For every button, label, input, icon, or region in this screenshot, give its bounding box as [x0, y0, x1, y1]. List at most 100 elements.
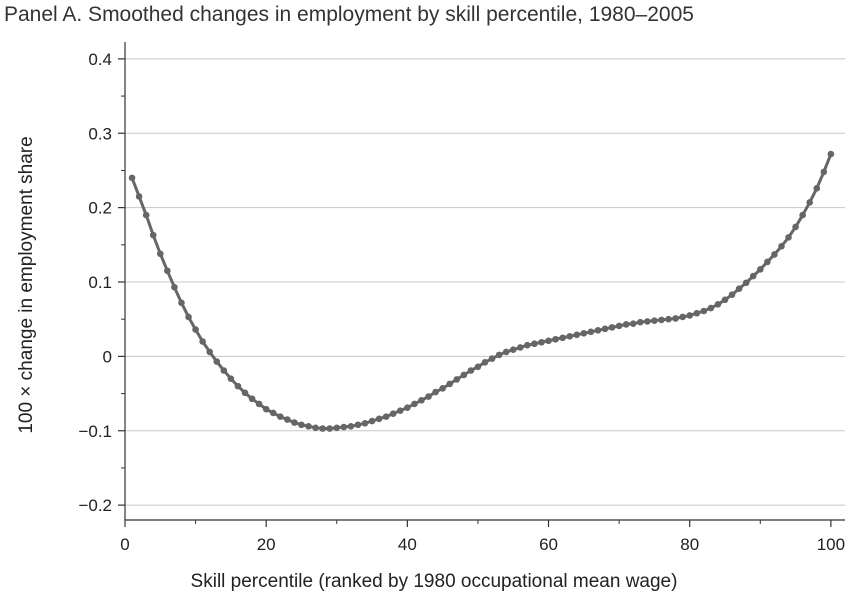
data-point-96 — [806, 199, 814, 206]
data-point-55 — [516, 344, 524, 351]
data-point-98 — [820, 168, 828, 176]
data-point-73 — [644, 318, 651, 325]
data-point-68 — [608, 324, 616, 331]
x-tick-label-4: 80 — [680, 535, 699, 554]
data-point-74 — [651, 317, 658, 324]
data-point-42 — [425, 393, 432, 400]
data-point-37 — [389, 410, 397, 417]
data-point-6 — [171, 283, 178, 291]
data-point-11 — [206, 348, 214, 356]
data-point-65 — [587, 328, 595, 336]
data-point-64 — [580, 330, 588, 337]
data-point-60 — [552, 335, 559, 343]
data-point-13 — [220, 367, 228, 374]
data-point-16 — [241, 389, 249, 397]
data-point-52 — [495, 351, 503, 359]
data-point-84 — [721, 296, 729, 304]
data-point-83 — [714, 301, 722, 308]
data-point-46 — [453, 376, 461, 383]
data-point-90 — [764, 258, 771, 266]
data-point-1 — [135, 193, 143, 200]
data-point-99 — [827, 150, 835, 158]
data-point-33 — [361, 420, 369, 427]
data-point-62 — [566, 332, 574, 340]
y-tick-label-4: 0.2 — [88, 199, 112, 218]
axes — [124, 42, 845, 521]
data-point-63 — [573, 331, 581, 339]
data-point-3 — [149, 231, 157, 239]
data-point-38 — [396, 407, 404, 414]
data-point-34 — [368, 417, 376, 425]
y-tick-label-1: −0.1 — [78, 422, 112, 441]
data-point-7 — [178, 299, 185, 307]
y-tick-label-2: 0 — [103, 347, 112, 366]
data-point-4 — [156, 250, 164, 258]
data-point-61 — [559, 334, 566, 342]
data-point-53 — [502, 348, 510, 356]
x-tick-label-1: 20 — [257, 535, 276, 554]
data-point-29 — [333, 424, 341, 432]
data-point-21 — [276, 413, 284, 420]
data-point-92 — [778, 243, 785, 250]
data-point-86 — [735, 285, 743, 292]
data-point-76 — [665, 315, 672, 323]
data-point-77 — [672, 315, 679, 322]
data-point-30 — [340, 423, 348, 431]
y-ticks: −0.2 −0.1 0 0.1 0.2 0.3 0.4 — [78, 50, 125, 515]
data-point-85 — [728, 291, 736, 298]
data-point-82 — [707, 304, 715, 312]
data-point-44 — [439, 385, 446, 392]
data-point-40 — [411, 400, 418, 408]
data-point-49 — [474, 363, 482, 371]
data-point-81 — [700, 307, 708, 315]
x-tick-label-0: 0 — [120, 535, 129, 554]
data-point-19 — [262, 405, 270, 413]
data-point-88 — [749, 272, 757, 280]
data-point-51 — [488, 355, 496, 362]
data-point-41 — [418, 396, 425, 404]
data-point-15 — [234, 382, 242, 390]
data-point-93 — [785, 234, 792, 241]
data-point-66 — [594, 327, 602, 334]
data-point-95 — [799, 211, 806, 219]
data-point-20 — [269, 409, 277, 417]
data-point-47 — [460, 371, 468, 379]
data-point-14 — [227, 375, 235, 382]
data-point-87 — [742, 279, 750, 287]
data-point-35 — [375, 415, 383, 423]
grid-lines — [125, 58, 845, 506]
data-point-67 — [601, 325, 609, 333]
data-point-18 — [255, 400, 263, 408]
series-line — [130, 153, 833, 431]
data-point-5 — [164, 267, 171, 275]
data-point-12 — [213, 358, 221, 365]
data-point-43 — [432, 388, 439, 396]
x-tick-label-3: 60 — [539, 535, 558, 554]
data-point-94 — [792, 223, 799, 231]
data-point-59 — [545, 337, 552, 345]
y-tick-label-0: −0.2 — [78, 496, 112, 515]
chart-title: Panel A. Smoothed changes in employment … — [4, 3, 694, 26]
data-point-0 — [128, 174, 136, 182]
data-point-9 — [192, 326, 199, 333]
data-point-75 — [658, 316, 665, 324]
data-point-28 — [326, 425, 334, 432]
data-point-57 — [531, 340, 538, 348]
data-point-56 — [524, 341, 531, 349]
data-point-48 — [467, 367, 475, 374]
data-point-69 — [615, 322, 623, 330]
data-point-23 — [291, 419, 298, 426]
x-axis-label: Skill percentile (ranked by 1980 occupat… — [191, 571, 678, 592]
data-point-25 — [305, 422, 312, 430]
y-tick-label-5: 0.3 — [88, 124, 112, 143]
data-point-2 — [142, 211, 150, 219]
series-employment-change — [128, 150, 835, 432]
data-point-54 — [509, 346, 517, 353]
data-point-79 — [686, 312, 694, 319]
data-point-22 — [284, 416, 291, 423]
data-point-80 — [693, 309, 701, 317]
data-point-10 — [199, 338, 206, 345]
data-point-27 — [319, 425, 326, 432]
data-point-70 — [622, 321, 630, 328]
